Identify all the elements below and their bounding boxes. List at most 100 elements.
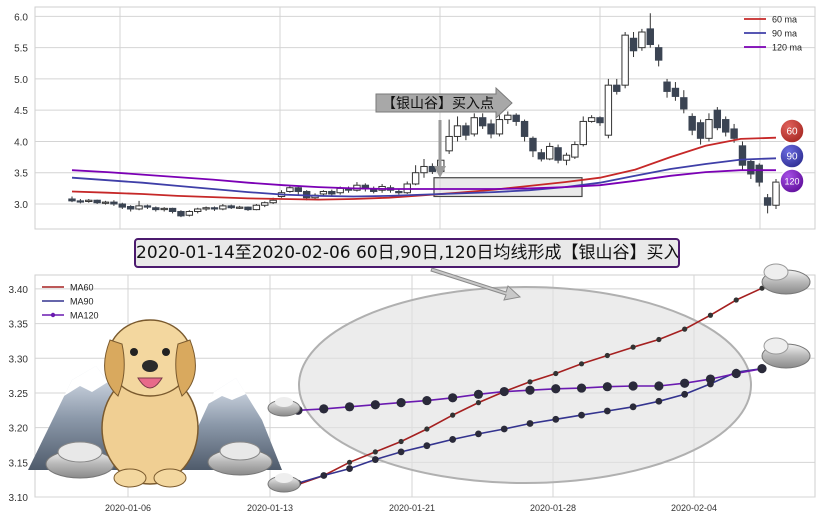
candle-body xyxy=(445,135,453,152)
candle-body xyxy=(101,201,110,204)
candle-body xyxy=(395,190,403,194)
candle xyxy=(722,116,730,137)
data-point xyxy=(344,402,355,412)
candle-body xyxy=(93,199,101,204)
candle xyxy=(520,119,529,142)
y-tick-label: 3.15 xyxy=(9,458,29,469)
data-point xyxy=(424,426,430,432)
badge-label: 120 xyxy=(784,177,799,187)
candle-body xyxy=(504,114,512,121)
data-point xyxy=(475,400,482,406)
candle xyxy=(646,13,654,48)
candle xyxy=(680,90,688,114)
candle xyxy=(462,122,470,141)
ma120-line xyxy=(71,169,776,190)
candle-body xyxy=(194,208,202,212)
candle-body xyxy=(696,122,705,139)
candle xyxy=(495,115,504,137)
candle xyxy=(185,210,194,217)
candle-body xyxy=(269,199,277,204)
data-point xyxy=(449,436,457,443)
candle-body xyxy=(143,205,152,208)
candle-body xyxy=(680,97,688,110)
candle xyxy=(101,200,110,205)
x-tick-label: 2020-01-13 xyxy=(247,503,293,513)
candle xyxy=(705,113,713,142)
data-point xyxy=(450,412,456,418)
candle xyxy=(747,158,755,179)
candle-body xyxy=(118,203,126,208)
candlestick-y-tick-labels: 3.0 3.5 4.0 4.5 5.0 5.5 6.0 xyxy=(14,12,28,211)
data-point xyxy=(629,403,637,411)
data-point xyxy=(423,442,431,450)
candle-body xyxy=(202,207,210,210)
candle-body xyxy=(261,202,269,206)
candle-body xyxy=(654,47,663,61)
candle xyxy=(261,201,269,208)
candle xyxy=(294,186,302,195)
candle-body xyxy=(705,119,713,139)
candle xyxy=(76,198,85,204)
legend-label: 60 ma xyxy=(772,15,797,25)
candle-body xyxy=(76,200,85,203)
data-point xyxy=(370,400,380,410)
ma120-series xyxy=(293,364,767,415)
candle xyxy=(546,142,554,161)
highlight-ellipse xyxy=(298,286,752,484)
candle-body xyxy=(663,81,671,92)
candle xyxy=(286,185,294,193)
silver-ingot-icon xyxy=(761,263,811,295)
candle-body xyxy=(286,187,294,192)
data-point xyxy=(448,393,458,403)
candle-body xyxy=(587,117,596,122)
candle-body xyxy=(244,206,252,211)
candlestick-panel: 3.0 3.5 4.0 4.5 5.0 5.5 6.0 【银山谷】买入点 60 ma 90 m… xyxy=(14,6,816,230)
x-tick-label: 2020-01-06 xyxy=(105,503,151,513)
candle-body xyxy=(772,181,780,206)
candle xyxy=(688,113,696,136)
candle-body xyxy=(546,145,554,160)
data-point xyxy=(499,386,509,397)
legend-label: MA90 xyxy=(70,297,94,307)
silver-ingot-icon xyxy=(761,337,811,369)
candle-body xyxy=(562,154,571,161)
data-point xyxy=(551,384,561,394)
data-point xyxy=(578,411,585,419)
candle xyxy=(562,152,571,166)
badge-circle xyxy=(779,168,805,194)
silver-ingot-icon xyxy=(267,473,301,493)
candle xyxy=(671,82,680,101)
candle-body xyxy=(487,123,495,135)
candle-body xyxy=(152,207,160,211)
candle-body xyxy=(68,198,76,202)
y-tick-label: 3.10 xyxy=(9,493,29,504)
data-point xyxy=(707,312,714,318)
y-tick-label: 3.35 xyxy=(9,320,29,331)
candle-body xyxy=(462,125,470,136)
data-point xyxy=(576,383,587,393)
candle xyxy=(529,136,537,158)
data-point xyxy=(346,465,353,472)
silver-ingot-icon xyxy=(45,441,115,479)
silver-ingot-icon xyxy=(267,397,301,417)
legend-marker xyxy=(50,312,56,318)
data-point xyxy=(603,407,611,415)
candle xyxy=(654,44,663,67)
legend-label: MA120 xyxy=(70,311,99,321)
candle xyxy=(445,119,453,154)
x-tick-label: 2020-02-04 xyxy=(671,503,717,513)
ma90-line xyxy=(71,157,777,198)
ma60-badge: 60 xyxy=(779,118,805,144)
candlestick-series xyxy=(68,13,780,218)
candle xyxy=(118,202,126,209)
candle-body xyxy=(411,172,420,185)
candle xyxy=(227,204,235,209)
candle xyxy=(629,32,638,58)
data-point xyxy=(320,472,328,479)
data-point xyxy=(656,336,662,343)
y-tick-label: 6.0 xyxy=(14,12,28,23)
candle-body xyxy=(730,128,738,139)
y-tick-label: 3.0 xyxy=(14,200,28,211)
candle-body xyxy=(755,164,763,183)
candle xyxy=(613,78,621,95)
